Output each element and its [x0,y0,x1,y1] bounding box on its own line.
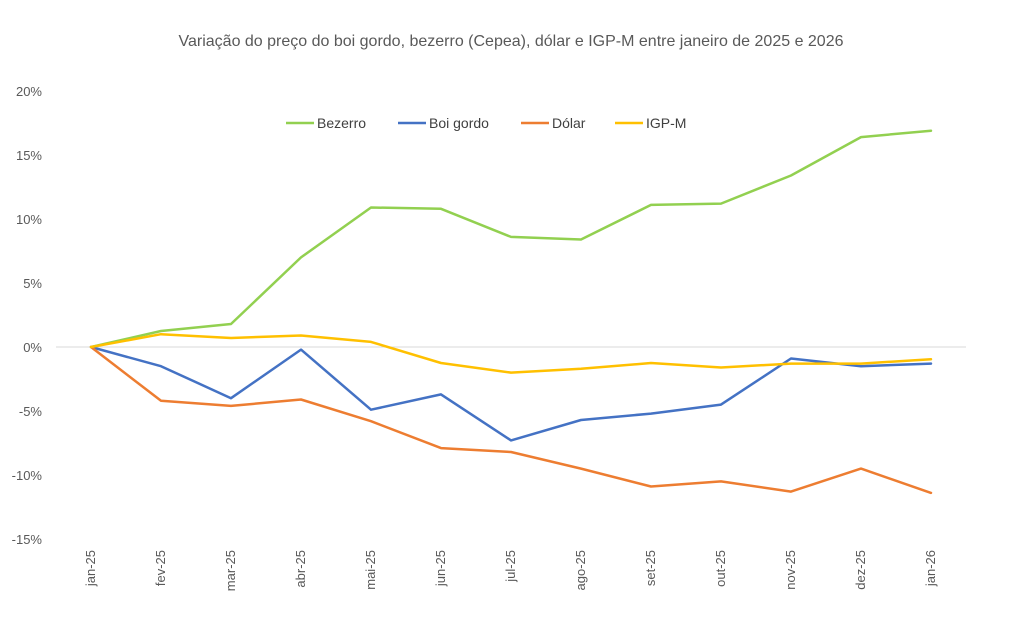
chart-title: Variação do preço do boi gordo, bezerro … [179,33,844,50]
y-tick-label: -10% [12,468,43,483]
x-tick-label: jul-25 [503,550,518,583]
y-tick-label: 5% [23,276,42,291]
y-axis: 20% 15% 10% 5% 0% -5% -10% -15% [12,84,43,547]
x-tick-label: jun-25 [433,550,448,587]
legend-label: Boi gordo [429,115,489,131]
y-tick-label: -15% [12,532,43,547]
series-line-igp-m [89,332,933,374]
x-tick-label: jan-25 [83,550,98,587]
x-tick-label: set-25 [643,550,658,586]
series-line-bezerro [89,129,933,349]
x-tick-label: jan-26 [923,550,938,587]
legend-label: Dólar [552,115,586,131]
x-tick-label: dez-25 [853,550,868,590]
y-tick-label: -5% [19,404,43,419]
y-tick-label: 15% [16,148,42,163]
legend-item: Boi gordo [398,115,489,131]
legend-label: Bezerro [317,115,366,131]
x-tick-label: nov-25 [783,550,798,590]
y-tick-label: 10% [16,212,42,227]
y-tick-label: 20% [16,84,42,99]
series-line-d-lar [89,345,933,495]
legend-item: IGP-M [615,115,686,131]
x-tick-label: ago-25 [573,550,588,590]
x-tick-label: mar-25 [223,550,238,591]
x-tick-label: out-25 [713,550,728,587]
legend-item: Bezerro [286,115,366,131]
series-line-boi-gordo [89,345,933,442]
legend-item: Dólar [521,115,586,131]
x-axis: jan-25 fev-25 mar-25 abr-25 mai-25 jun-25 jul-… [83,550,938,591]
y-tick-label: 0% [23,340,42,355]
series-lines [89,129,933,495]
legend: Bezerro Boi gordo Dólar IGP-M [286,115,686,131]
legend-label: IGP-M [646,115,686,131]
x-tick-label: abr-25 [293,550,308,588]
x-tick-label: mai-25 [363,550,378,590]
x-tick-label: fev-25 [153,550,168,586]
